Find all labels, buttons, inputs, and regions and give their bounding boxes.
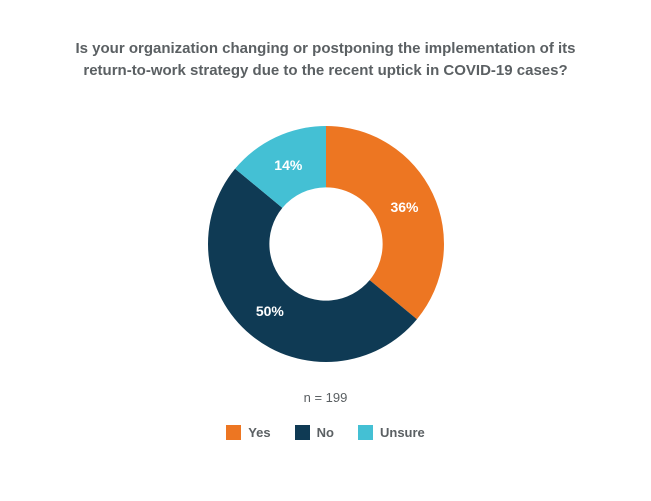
slice-label-unsure: 14%	[274, 157, 302, 173]
legend-label-unsure: Unsure	[380, 425, 425, 440]
sample-size-label: n = 199	[0, 390, 651, 405]
donut-chart: 36% 50% 14%	[206, 124, 446, 364]
chart-page: Is your organization changing or postpon…	[0, 0, 651, 501]
legend-swatch-no	[295, 425, 310, 440]
legend-item-no: No	[295, 425, 334, 440]
title-line-1: Is your organization changing or postpon…	[75, 40, 575, 57]
legend-swatch-unsure	[358, 425, 373, 440]
legend-swatch-yes	[226, 425, 241, 440]
legend-label-no: No	[317, 425, 334, 440]
title-line-2: return-to-work strategy due to the recen…	[83, 62, 567, 79]
legend: Yes No Unsure	[0, 425, 651, 440]
donut-slice-yes	[326, 126, 444, 319]
legend-item-yes: Yes	[226, 425, 270, 440]
donut-svg	[206, 124, 446, 364]
legend-item-unsure: Unsure	[358, 425, 425, 440]
slice-label-yes: 36%	[390, 199, 418, 215]
slice-label-no: 50%	[256, 303, 284, 319]
chart-title: Is your organization changing or postpon…	[0, 38, 651, 82]
legend-label-yes: Yes	[248, 425, 270, 440]
